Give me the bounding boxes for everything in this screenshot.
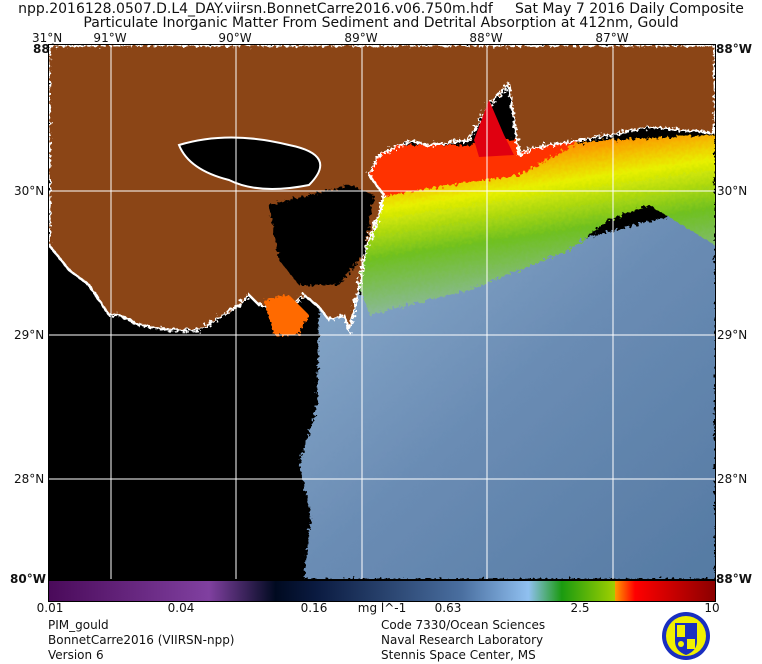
inland-lake [177, 136, 322, 190]
lon-label: 89°W [344, 31, 378, 45]
lon-label: 88°W [469, 31, 503, 45]
lat-label-right: 30°N [717, 184, 748, 198]
colorbar-tick: 0.63 [434, 601, 462, 615]
product-name: PIM_gould [48, 618, 109, 632]
corner-label-br: 88°W [716, 572, 752, 586]
delta-plume [264, 295, 309, 335]
lon-label: 91°W [93, 31, 127, 45]
coastal-marsh-dark [269, 185, 374, 285]
colorbar-tick: 0.01 [36, 601, 64, 615]
corner-label-tr: 88°W [716, 42, 752, 56]
version: Version 6 [48, 648, 104, 662]
lat-label-left: 30°N [14, 184, 45, 198]
lat-label-right: 29°N [717, 328, 748, 342]
lon-label: 87°W [595, 31, 629, 45]
lat-label-right: 28°N [717, 472, 748, 486]
org-location: Stennis Space Center, MS [381, 648, 536, 662]
colorbar-tick: 2.5 [570, 601, 590, 615]
lat-label-left: 28°N [14, 472, 45, 486]
filename-title: npp.2016128.0507.D.L4_DAY.viirsn.BonnetC… [18, 1, 744, 17]
corner-label-tl: 31°N [32, 31, 63, 45]
product-title: Particulate Inorganic Matter From Sedime… [83, 15, 679, 31]
colorbar [48, 580, 716, 602]
dataset-name: BonnetCarre2016 (VIIRSN-npp) [48, 633, 235, 647]
colorbar-tick: 0.04 [167, 601, 195, 615]
lon-label: 90°W [218, 31, 252, 45]
mobile-bay [474, 100, 514, 157]
org-code: Code 7330/Ocean Sciences [381, 618, 546, 632]
nrl-logo [662, 612, 710, 660]
org-name: Naval Research Laboratory [381, 633, 544, 647]
corner-label-bl: 80°W [10, 572, 46, 586]
land [49, 45, 715, 335]
lat-label-left: 29°N [14, 328, 45, 342]
colorbar-tick: 0.16 [300, 601, 328, 615]
colorbar-units: mg l^-1 [357, 601, 407, 615]
graticule [49, 45, 715, 579]
satellite-map [48, 44, 716, 580]
colorbar-tick: 10 [704, 601, 720, 615]
